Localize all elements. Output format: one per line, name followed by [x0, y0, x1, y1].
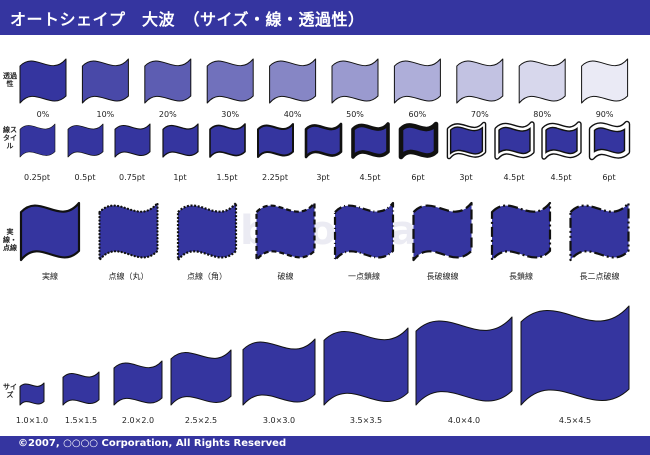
wave-shape-line-style: [114, 123, 151, 158]
caption-line-style: 1.5pt: [216, 173, 238, 182]
page-title: オートシェイプ 大波 （サイズ・線・透過性）: [10, 10, 365, 29]
caption-size: 2.5×2.5: [184, 416, 218, 425]
wave-shape-size: [62, 371, 100, 406]
caption-transparency: 80%: [533, 110, 552, 119]
caption-dash: 破線: [277, 272, 294, 281]
row-label-line-style: 線スタイル: [3, 126, 17, 150]
wave-shape-size: [520, 305, 630, 406]
caption-dash: 点線（丸）: [108, 272, 149, 281]
wave-shape-transparency: [206, 58, 254, 104]
caption-line-style: 2.25pt: [261, 173, 289, 182]
wave-shape-line-style: [209, 123, 246, 158]
wave-shape-dash: [19, 201, 81, 262]
wave-shape-line-style: [162, 123, 199, 158]
wave-shape-dash: [333, 201, 395, 262]
wave-shape-dash: [98, 201, 159, 262]
caption-size: 3.5×3.5: [349, 416, 383, 425]
footer-bar: ©2007, ○○○○ Corporation, All Rights Rese…: [0, 436, 650, 455]
wave-shape-transparency: [393, 58, 441, 104]
caption-line-style: 6pt: [602, 173, 616, 182]
caption-dash: 長二点破線: [579, 272, 620, 281]
wave-shape-line-style-inner: [448, 123, 485, 158]
wave-shape-dash: [569, 201, 630, 262]
wave-shape-transparency: [144, 58, 192, 104]
caption-line-style: 0.5pt: [74, 173, 96, 182]
caption-dash: 長鎖線: [509, 272, 533, 281]
caption-line-style: 0.75pt: [118, 173, 146, 182]
caption-line-style: 3pt: [316, 173, 330, 182]
caption-transparency: 0%: [36, 110, 50, 119]
caption-size: 2.0×2.0: [121, 416, 155, 425]
wave-shape-size: [323, 327, 409, 406]
wave-shape-line-style: [304, 122, 343, 159]
row-label-transparency: 透過性: [3, 72, 17, 88]
copyright-text: ©2007, ○○○○ Corporation, All Rights Rese…: [18, 438, 287, 449]
caption-line-style: 4.5pt: [503, 173, 525, 182]
wave-shape-size: [242, 338, 316, 406]
wave-shape-dash: [176, 201, 238, 262]
header-bar: オートシェイプ 大波 （サイズ・線・透過性）: [0, 0, 650, 35]
caption-line-style: 4.5pt: [550, 173, 572, 182]
caption-line-style: 4.5pt: [359, 173, 381, 182]
wave-shape-line-style: [19, 123, 56, 158]
caption-size: 4.5×4.5: [558, 416, 592, 425]
caption-dash: 一点鎖線: [348, 272, 380, 281]
wave-shape-line-style-inner: [495, 122, 534, 159]
wave-shape-transparency: [81, 58, 129, 104]
wave-shape-transparency: [518, 58, 566, 104]
row-label-dash: 実線・点線: [3, 228, 17, 252]
caption-transparency: 40%: [283, 110, 302, 119]
wave-shape-size: [113, 360, 163, 406]
wave-shape-size: [19, 382, 45, 406]
wave-shape-dash: [255, 201, 316, 262]
caption-transparency: 90%: [595, 110, 614, 119]
row-label-size: サイズ: [3, 383, 17, 399]
wave-shape-dash: [412, 201, 473, 262]
wave-shape-line-style: [398, 121, 439, 160]
wave-shape-line-style-inner: [590, 122, 629, 159]
caption-size: 4.0×4.0: [447, 416, 481, 425]
caption-transparency: 10%: [96, 110, 115, 119]
wave-shape-line-style: [351, 122, 390, 159]
wave-shape-dash: [490, 201, 552, 262]
wave-shape-transparency: [456, 58, 504, 104]
caption-transparency: 70%: [470, 110, 489, 119]
caption-line-style: 0.25pt: [23, 173, 51, 182]
caption-line-style: 6pt: [411, 173, 425, 182]
wave-shape-line-style: [67, 123, 104, 158]
caption-dash: 長破線線: [426, 272, 459, 281]
caption-line-style: 3pt: [459, 173, 473, 182]
wave-shape-transparency: [581, 58, 629, 104]
caption-size: 1.5×1.5: [64, 416, 98, 425]
caption-transparency: 50%: [346, 110, 364, 119]
caption-dash: 実線: [42, 272, 58, 281]
wave-shape-size: [415, 316, 513, 406]
caption-size: 3.0×3.0: [262, 416, 296, 425]
caption-transparency: 60%: [408, 110, 427, 119]
wave-shape-transparency: [269, 58, 317, 104]
caption-transparency: 20%: [158, 110, 177, 119]
wave-shape-line-style-inner: [542, 122, 581, 159]
wave-shape-transparency: [331, 58, 379, 104]
caption-dash: 点線（角）: [187, 272, 227, 281]
wave-shape-size: [170, 349, 232, 406]
wave-shape-line-style: [257, 123, 294, 158]
caption-line-style: 1pt: [173, 173, 187, 182]
caption-size: 1.0×1.0: [15, 416, 49, 425]
wave-shape-transparency: [19, 58, 67, 104]
caption-transparency: 30%: [221, 110, 240, 119]
